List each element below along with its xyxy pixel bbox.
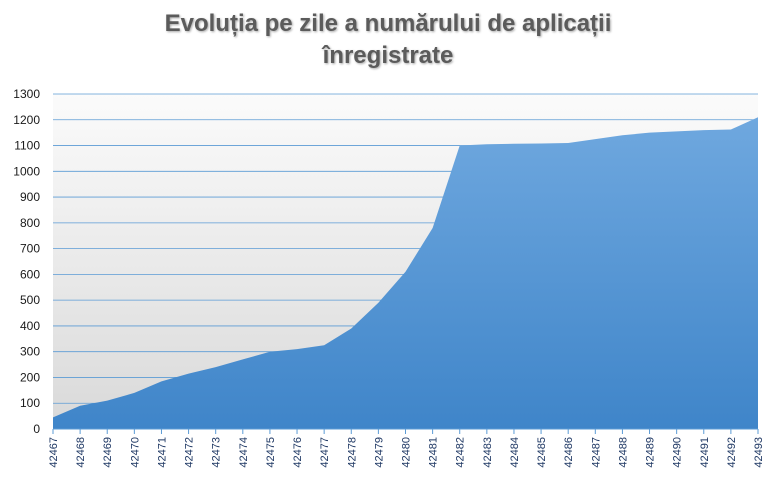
y-tick-label-700: 700 [20,242,40,256]
y-tick-label-100: 100 [20,396,40,410]
y-tick-label-600: 600 [20,267,40,281]
x-tick-label-42479: 42479 [373,437,385,468]
y-tick-label-800: 800 [20,216,40,230]
x-tick-label-42476: 42476 [292,437,304,468]
y-tick-label-1200: 1200 [13,113,40,127]
y-axis: 0 100 200 300 400 500 600 700 800 900 1000 1100 1200… [13,87,40,436]
x-tick-label-42472: 42472 [184,437,196,468]
y-tick-label-1100: 1100 [14,139,40,153]
x-tick-label-42471: 42471 [156,437,168,468]
x-tick-label-42482: 42482 [455,437,467,468]
x-tick-label-42488: 42488 [617,437,629,468]
chart-title: Evoluția pe zile a numărului de aplicați… [0,8,776,72]
x-tick-label-42484: 42484 [509,437,521,468]
x-tick-label-42483: 42483 [482,437,494,468]
x-tick-label-42485: 42485 [536,437,548,468]
x-tick-label-42474: 42474 [238,437,250,468]
y-tick-label-500: 500 [20,293,40,307]
x-tick-label-42469: 42469 [102,437,114,468]
y-tick-label-200: 200 [20,370,40,384]
y-tick-label-300: 300 [20,345,40,359]
chart-title-line-2: înregistrate [322,42,454,69]
x-tick-label-42491: 42491 [699,437,711,468]
x-tick-label-42478: 42478 [346,437,358,468]
x-tick-label-42480: 42480 [401,437,413,468]
x-tick-label-42468: 42468 [75,437,87,468]
y-tick-label-1300: 1300 [13,87,40,101]
y-tick-label-1000: 1000 [13,164,40,178]
x-tick-label-42467: 42467 [48,437,60,468]
y-tick-label-0: 0 [33,422,40,436]
x-tick-label-42490: 42490 [672,437,684,468]
x-tick-label-42486: 42486 [563,437,575,468]
x-tick-label-42489: 42489 [645,437,657,468]
x-tick-label-42493: 42493 [753,437,765,468]
series-area-group [53,117,758,429]
x-tick-label-42492: 42492 [726,437,738,468]
x-tick-label-42477: 42477 [319,437,331,468]
x-axis: 42467 42468 42469 42470 42471 42472 42473 42474… [48,428,765,468]
series-area [53,117,758,429]
x-tick-label-42481: 42481 [428,437,440,468]
x-tick-label-42487: 42487 [590,437,602,468]
x-tick-label-42470: 42470 [129,437,141,468]
y-tick-label-900: 900 [20,190,40,204]
x-tick-label-42473: 42473 [211,437,223,468]
y-tick-label-400: 400 [20,319,40,333]
chart-title-line-1: Evoluția pe zile a numărului de aplicați… [164,10,612,37]
x-tick-label-42475: 42475 [265,437,277,468]
